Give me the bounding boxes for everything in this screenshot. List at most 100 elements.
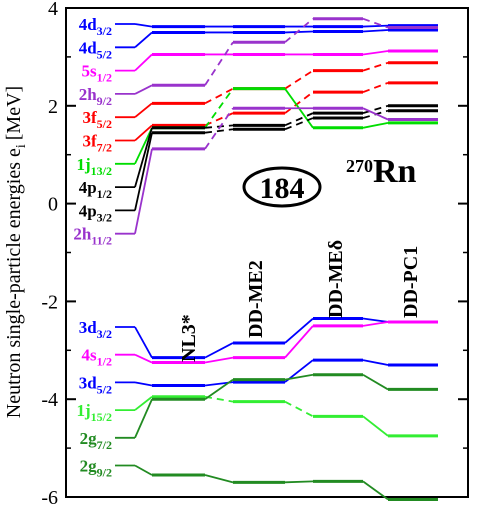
level-connector [204, 107, 234, 150]
level-label: 2h9/2 [79, 85, 112, 108]
y-axis-label-unit: [MeV] [3, 86, 25, 140]
model-label: NL3* [178, 314, 200, 362]
label-connector [134, 132, 153, 211]
level-connector [362, 24, 389, 28]
nucleus-mass: 270 [346, 156, 373, 176]
y-axis-label-sub: i [14, 144, 29, 148]
level-label: 4p3/2 [79, 201, 112, 224]
level-label-sub: 5/2 [97, 47, 112, 61]
level-label-sub: 9/2 [97, 466, 112, 480]
label-connector [134, 148, 153, 234]
y-axis-label-text: Neutron single-particle energies e [3, 148, 25, 418]
level-connector [362, 122, 389, 129]
y-tick-label: 0 [48, 194, 58, 216]
level-connector [362, 480, 389, 501]
level-connector [284, 117, 314, 131]
label-connector [134, 353, 153, 364]
label-connector [134, 53, 153, 72]
level-label-main: 4s [82, 346, 98, 365]
axes: -6 -4 -2 0 2 4 Neutron single-particle energie… [3, 0, 469, 508]
label-connector [134, 326, 153, 359]
label-connector [134, 23, 153, 28]
level-connector [362, 317, 389, 323]
level-connector [284, 400, 314, 418]
label-connector [134, 84, 153, 95]
level-label-main: 4d [79, 38, 98, 57]
level-connector [362, 61, 389, 72]
level-label: 2g9/2 [80, 457, 112, 480]
level-label-main: 5s [82, 62, 98, 81]
magic-number: 184 [260, 172, 305, 205]
y-tick-label: -4 [41, 389, 58, 411]
level-connector [362, 359, 389, 366]
nucleus-label: 270Rn [346, 153, 417, 190]
level-label-sub: 3/2 [97, 24, 112, 38]
label-connector [134, 31, 153, 48]
label-connector [134, 127, 153, 188]
level-connector [284, 325, 314, 359]
nucleus-symbol: Rn [373, 153, 417, 190]
level-label: 4d5/2 [79, 38, 112, 61]
level-connector [284, 30, 314, 34]
level-label-sub: 1/2 [97, 355, 112, 369]
level-connector [284, 69, 314, 90]
level-connector [284, 373, 314, 381]
level-connector [362, 107, 389, 121]
level-label-main: 1j [76, 155, 90, 174]
level-label-main: 4d [79, 15, 98, 34]
label-connector [134, 102, 153, 118]
level-label-sub: 5/2 [97, 117, 112, 131]
level-connector [204, 87, 234, 105]
y-tick-label: 4 [48, 0, 58, 20]
level-label-main: 2h [79, 85, 98, 104]
level-label: 2g7/2 [80, 429, 112, 452]
level-label: 3d3/2 [79, 318, 112, 341]
level-connector [362, 50, 389, 56]
label-connector [134, 398, 153, 439]
level-label-main: 2h [73, 225, 92, 244]
level-label-sub: 1/2 [97, 187, 112, 201]
model-label: DD-MEδ [325, 240, 347, 318]
level-label-sub: 11/2 [91, 234, 112, 248]
level-connector [362, 81, 389, 93]
level-connector [362, 373, 389, 391]
level-label: 4d3/2 [79, 15, 112, 38]
level-label-main: 2g [80, 457, 98, 476]
level-label-sub: 7/2 [97, 438, 112, 452]
level-connector [284, 317, 314, 344]
level-label-main: 2g [80, 429, 98, 448]
level-label: 3d5/2 [79, 373, 112, 396]
level-connector [204, 342, 234, 359]
level-label: 5s1/2 [82, 62, 112, 85]
label-connector [134, 127, 153, 165]
level-connector [204, 88, 234, 129]
level-label: 3f5/2 [82, 108, 112, 131]
level-connector [362, 104, 389, 114]
level-label-sub: 3/2 [97, 210, 112, 224]
y-tick-label: -6 [41, 487, 58, 508]
level-label: 3f7/2 [82, 132, 112, 155]
model-label: DD-ME2 [245, 260, 267, 338]
level-label-main: 3f [82, 108, 97, 127]
level-label-sub: 9/2 [97, 94, 112, 108]
levels [115, 17, 438, 501]
level-connector [204, 124, 234, 129]
level-label-main: 3d [79, 373, 98, 392]
level-label: 1j13/2 [76, 155, 112, 178]
level-label-sub: 3/2 [97, 327, 112, 341]
level-connector [204, 41, 234, 86]
y-tick-label: -2 [41, 291, 58, 313]
label-connector [134, 396, 153, 411]
label-connector [134, 464, 153, 476]
model-label: DD-PC1 [400, 246, 422, 318]
level-connector [362, 321, 389, 327]
label-connector [134, 381, 153, 387]
level-label-main: 3d [79, 318, 98, 337]
label-connector [134, 124, 153, 142]
level-connector [284, 480, 314, 484]
annotations: NL3* DD-ME2 DD-MEδ DD-PC1 184 270Rn [178, 153, 422, 362]
level-connector [284, 112, 314, 127]
level-label-sub: 1/2 [97, 71, 112, 85]
level-connector [204, 356, 234, 364]
